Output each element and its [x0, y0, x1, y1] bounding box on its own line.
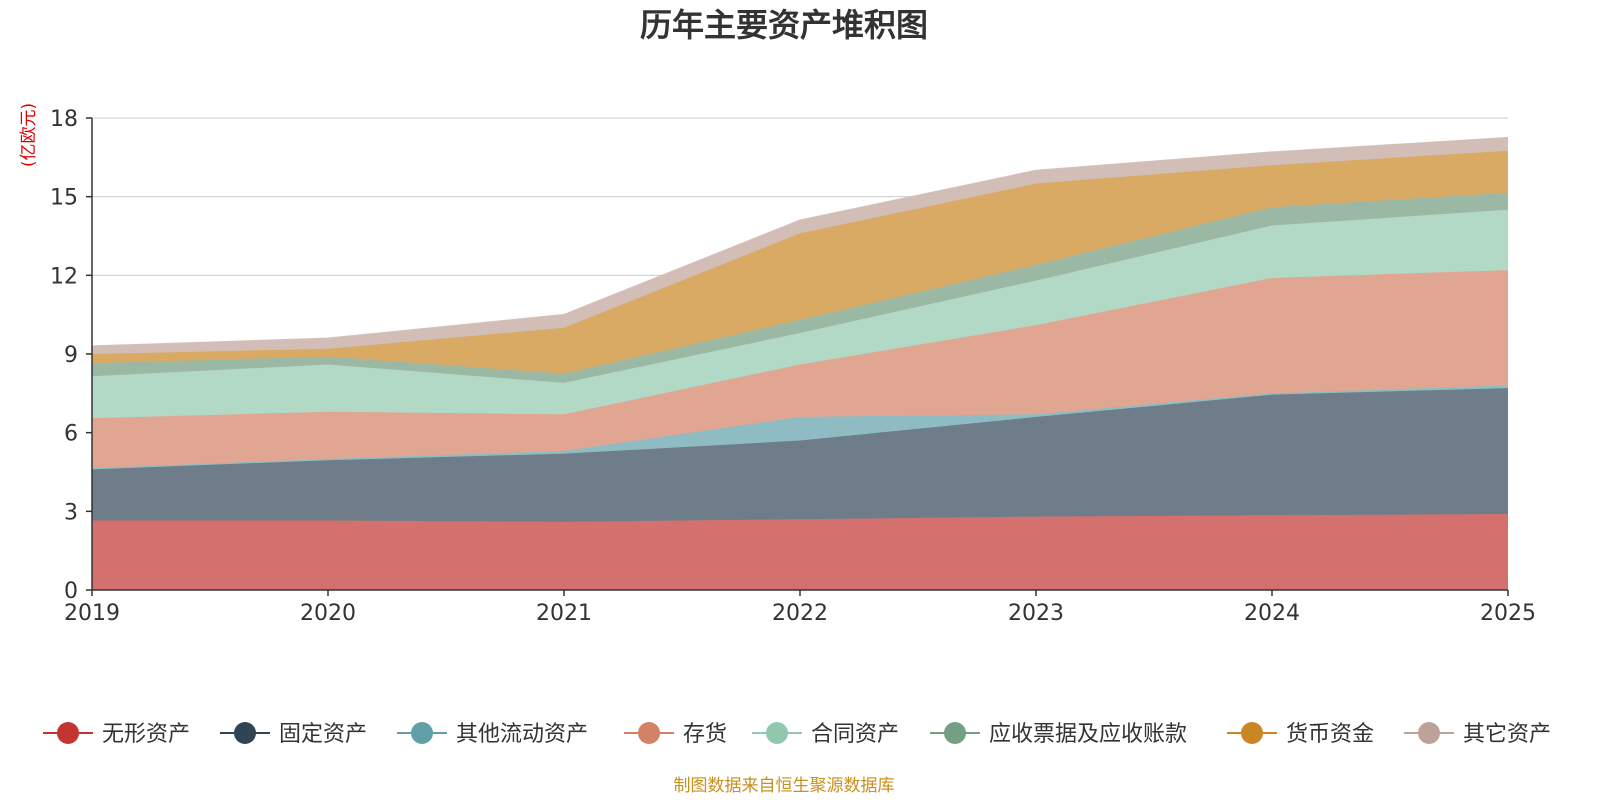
legend-item-5[interactable]: 合同资产 [752, 722, 899, 747]
legend-label: 固定资产 [279, 722, 367, 747]
x-tick-label: 2023 [1008, 601, 1064, 626]
area-series-4[interactable] [92, 270, 1508, 469]
chart-title: 历年主要资产堆积图 [640, 6, 928, 44]
area-series-1[interactable] [92, 513, 1508, 590]
legend-dot-marker [57, 722, 79, 744]
legend-item-8[interactable]: 其它资产 [1404, 722, 1551, 747]
legend-item-7[interactable]: 货币资金 [1227, 722, 1374, 747]
legend-dot-marker [1241, 722, 1263, 744]
legend-item-2[interactable]: 固定资产 [220, 722, 367, 747]
axes: 0 3 6 9 12 15 18 2019 2020 2021 2022 2023 2024 2025 [50, 107, 1536, 626]
y-tick-label: 18 [50, 107, 78, 132]
area-series-6[interactable] [92, 192, 1508, 383]
legend-label: 应收票据及应收账款 [989, 722, 1187, 747]
x-tick-label: 2024 [1244, 601, 1300, 626]
area-series-2[interactable] [92, 388, 1508, 522]
legend-dot-marker [411, 722, 433, 744]
source-note: 制图数据来自恒生聚源数据库 [674, 776, 895, 796]
y-tick-label: 6 [64, 422, 78, 447]
legend-dot-marker [944, 722, 966, 744]
x-tick-label: 2019 [64, 601, 120, 626]
y-tick-label: 12 [50, 264, 78, 289]
series-top-line-4 [91, 269, 1509, 419]
legend-label: 合同资产 [811, 722, 899, 747]
y-axis-unit-label: (亿欧元) [19, 103, 39, 167]
x-tick-label: 2025 [1480, 601, 1536, 626]
series-top-line-8 [91, 136, 1509, 347]
area-series-7[interactable] [92, 150, 1508, 374]
legend-label: 无形资产 [102, 722, 190, 747]
legend[interactable]: 无形资产 固定资产 其他流动资产 存货 合同资产 应收票据及应收账款 货币资金 其它资产 [43, 722, 1551, 747]
area-series-8[interactable] [92, 137, 1508, 354]
legend-item-6[interactable]: 应收票据及应收账款 [930, 722, 1187, 747]
legend-item-1[interactable]: 无形资产 [43, 722, 190, 747]
x-tick-label: 2021 [536, 601, 592, 626]
legend-label: 其它资产 [1463, 722, 1551, 747]
x-tick-label: 2022 [772, 601, 828, 626]
legend-dot-marker [638, 722, 660, 744]
x-tick-label: 2020 [300, 601, 356, 626]
legend-item-4[interactable]: 存货 [624, 722, 727, 747]
legend-dot-marker [1418, 722, 1440, 744]
legend-dot-marker [234, 722, 256, 744]
legend-label: 存货 [683, 722, 727, 747]
area-series-group [91, 136, 1509, 590]
legend-label: 其他流动资产 [456, 722, 588, 747]
y-tick-label: 0 [64, 579, 78, 604]
legend-dot-marker [766, 722, 788, 744]
y-tick-label: 3 [64, 500, 78, 525]
y-tick-label: 15 [50, 186, 78, 211]
legend-label: 货币资金 [1286, 722, 1374, 747]
area-series-5[interactable] [92, 209, 1508, 419]
legend-item-3[interactable]: 其他流动资产 [397, 722, 588, 747]
area-series-3[interactable] [92, 385, 1508, 470]
y-tick-label: 9 [64, 343, 78, 368]
